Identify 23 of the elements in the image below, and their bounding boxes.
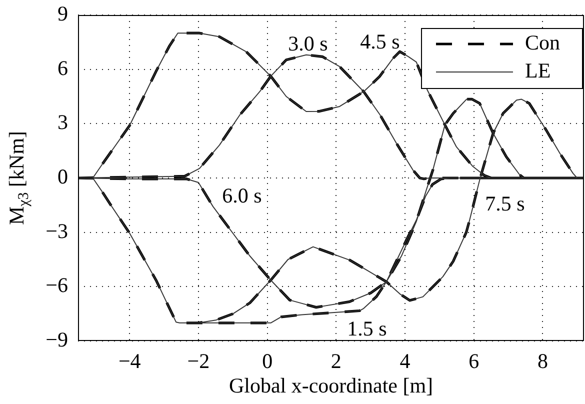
- y-tick-label: 0: [58, 164, 68, 189]
- y-tick-label: 9: [58, 2, 68, 26]
- legend-label: Con: [525, 30, 561, 55]
- annotation: 6.0 s: [222, 184, 262, 208]
- x-tick-label: 4: [400, 349, 411, 374]
- annotation: 7.5 s: [485, 192, 525, 216]
- legend-label: LE: [525, 58, 551, 83]
- x-tick-label: 2: [330, 349, 342, 374]
- x-axis-title: Global x-coordinate [m]: [228, 374, 434, 398]
- y-tick-label: 6: [58, 56, 68, 80]
- x-tick-label: 6: [468, 349, 480, 374]
- y-tick-label: 3: [58, 110, 68, 134]
- y-tick-label: −3: [46, 218, 68, 243]
- x-tick-label: −4: [118, 349, 142, 374]
- x-tick-label: −2: [187, 349, 210, 374]
- x-tick-label: 8: [537, 349, 548, 374]
- y-tick-label: −6: [46, 273, 68, 298]
- y-tick-label: −9: [46, 328, 68, 352]
- annotation: 1.5 s: [347, 316, 387, 341]
- annotation: 4.5 s: [360, 30, 400, 54]
- x-tick-label: 0: [262, 349, 273, 374]
- y-axis-title: Mχ3 [kNm]: [4, 130, 32, 226]
- annotation: 3.0 s: [288, 32, 328, 56]
